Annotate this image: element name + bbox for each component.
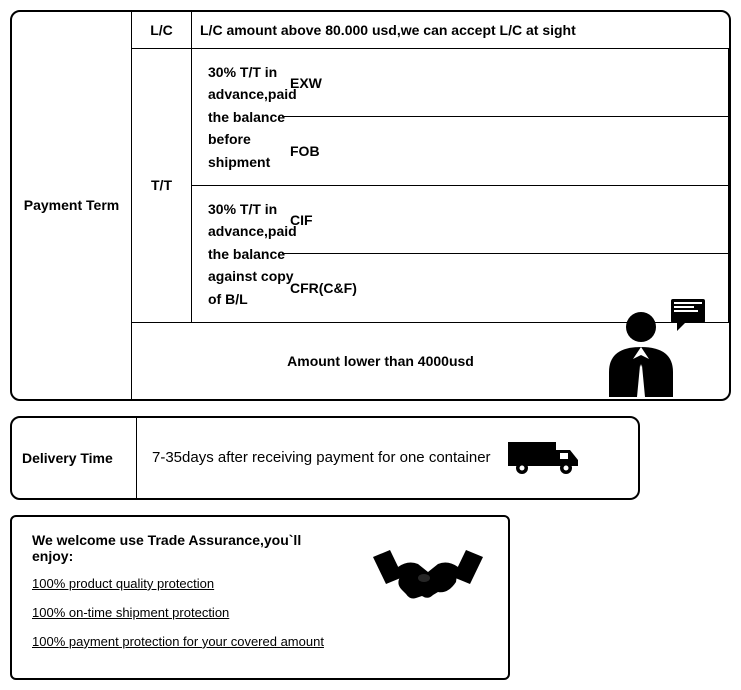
assurance-line-shipment: 100% on-time shipment protection (32, 605, 338, 620)
tt-desc-against-bl: 30% T/T in advance,paid the balance agai… (192, 186, 282, 323)
payment-term-panel: Payment Term L/C L/C amount above 80.000… (10, 10, 731, 401)
assurance-line-payment: 100% payment protection for your covered… (32, 634, 338, 649)
tt-desc-advance-before-shipment: 30% T/T in advance,paid the balance befo… (192, 49, 282, 186)
tt-sub-exw: EXW (282, 49, 729, 117)
tt-sub-cif: CIF (282, 186, 729, 254)
delivery-content: 7-35days after receiving payment for one… (137, 418, 638, 498)
tt-sub-fob: FOB (282, 117, 729, 185)
handshake-icon (368, 532, 488, 622)
assurance-title: We welcome use Trade Assurance,you`ll en… (32, 532, 338, 564)
tt-label: T/T (132, 49, 192, 323)
businessman-icon (599, 297, 709, 397)
amount-lower-text: Amount lower than 4000usd (287, 353, 474, 369)
amount-lower-row: Amount lower than 4000usd (132, 323, 729, 399)
delivery-time-panel: Delivery Time 7-35days after receiving p… (10, 416, 640, 500)
payment-term-table: Payment Term L/C L/C amount above 80.000… (12, 12, 729, 399)
delivery-description: 7-35days after receiving payment for one… (152, 449, 491, 466)
trade-assurance-panel: We welcome use Trade Assurance,you`ll en… (10, 515, 510, 680)
delivery-time-label: Delivery Time (12, 418, 137, 498)
payment-term-label: Payment Term (12, 12, 132, 399)
lc-label: L/C (132, 12, 192, 49)
delivery-grid: Delivery Time 7-35days after receiving p… (12, 418, 638, 498)
lc-description: L/C amount above 80.000 usd,we can accep… (192, 12, 729, 49)
assurance-text-block: We welcome use Trade Assurance,you`ll en… (32, 532, 338, 663)
assurance-line-quality: 100% product quality protection (32, 576, 338, 591)
truck-icon (506, 438, 586, 478)
